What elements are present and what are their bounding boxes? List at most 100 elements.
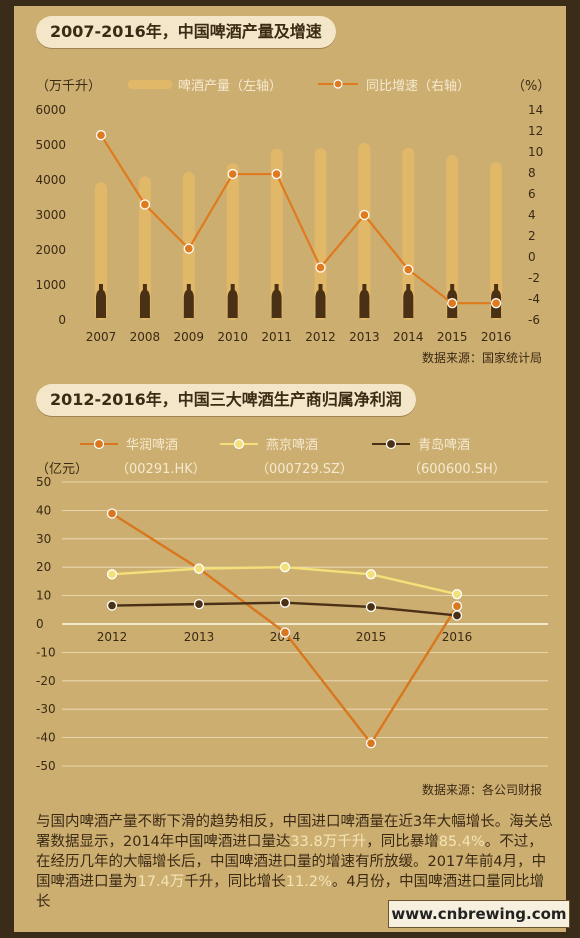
series-point: [451, 600, 463, 612]
series-point: [451, 589, 463, 600]
right-border: [566, 0, 580, 938]
x-tick-label: 2009: [174, 330, 205, 344]
left-axis-unit: （万千升）: [36, 79, 101, 94]
chart2-title: 2012-2016年，中国三大啤酒生产商归属净利润: [36, 384, 416, 416]
y-tick-label: -20: [36, 674, 56, 688]
x-tick-label: 2015: [356, 630, 387, 644]
x-tick-label: 2013: [184, 630, 215, 644]
y-axis-unit: （亿元）: [36, 462, 88, 477]
production-bar: [358, 142, 371, 320]
series-point: [365, 601, 377, 613]
y-tick-label: 10: [36, 589, 51, 603]
production-bar: [138, 176, 151, 320]
y-right-tick-label: -6: [528, 313, 540, 327]
y-right-tick-label: 8: [528, 166, 536, 180]
y-left-tick-label: 2000: [35, 243, 66, 257]
growth-point: [315, 262, 326, 273]
legend-series-marker: [233, 438, 245, 450]
chart1-title: 2007-2016年，中国啤酒产量及增速: [36, 16, 336, 48]
chart1-source: 数据来源：国家统计局: [422, 350, 542, 365]
series-point: [365, 569, 377, 580]
production-bar: [95, 182, 107, 320]
y-right-tick-label: 6: [528, 187, 536, 201]
y-right-tick-label: 14: [528, 103, 543, 117]
series-point: [106, 508, 118, 519]
x-tick-label: 2013: [349, 330, 380, 344]
growth-point: [447, 298, 458, 309]
right-axis-unit: （%）: [512, 79, 550, 94]
y-left-tick-label: 5000: [35, 138, 66, 152]
y-left-tick-label: 4000: [35, 173, 66, 187]
production-bar: [402, 147, 415, 320]
y-tick-label: 50: [36, 475, 51, 489]
series-point: [279, 627, 291, 638]
series-point: [279, 597, 291, 608]
x-tick-label: 2011: [261, 330, 292, 344]
production-chart: （万千升） （%） 啤酒产量（左轴） 同比增速（右轴） 0 1000 2000 3000 400…: [35, 79, 550, 365]
y-left-tick-label: 0: [58, 313, 66, 327]
y-tick-label: 40: [36, 503, 51, 517]
para-text-1: 与国内啤酒产量不断下滑的趋势相反，中国进口啤酒量在近3年大幅增长。海关总署数据显…: [36, 814, 553, 850]
legend-bar-swatch: [128, 80, 172, 89]
y-right-tick-label: 10: [528, 145, 543, 159]
x-tick-label: 2016: [481, 330, 512, 344]
beer-bottle-icon: [139, 284, 150, 318]
y-right-tick-label: 4: [528, 208, 536, 222]
beer-bottle-icon: [227, 284, 238, 318]
beer-bottle-icon: [315, 284, 326, 318]
production-bar: [226, 163, 239, 320]
legend-bar-label: 啤酒产量（左轴）: [178, 79, 282, 94]
production-bar: [490, 162, 503, 320]
growth-point: [490, 298, 502, 309]
y-tick-label: -10: [36, 645, 56, 659]
x-tick-label: 2016: [442, 630, 473, 644]
para-text-2: ，同比暴增: [366, 834, 439, 850]
legend-series-name: 燕京啤酒: [266, 438, 318, 453]
y-right-tick-label: 0: [528, 250, 536, 264]
beer-bottle-icon: [271, 284, 282, 318]
growth-point: [403, 264, 414, 275]
legend-series-code: （600600.SH）: [408, 462, 506, 477]
content-panel: [14, 6, 566, 932]
growth-point: [227, 168, 238, 180]
y-tick-label: 30: [36, 532, 51, 546]
growth-point: [359, 209, 370, 221]
x-tick-label: 2007: [86, 330, 117, 344]
legend-series-marker: [385, 438, 397, 450]
legend-series-marker: [93, 438, 105, 450]
y-right-tick-label: -2: [528, 271, 540, 285]
series-point: [279, 562, 291, 573]
y-tick-label: 0: [36, 617, 44, 631]
bottom-border: [0, 932, 580, 938]
y-right-tick-label: 2: [528, 229, 536, 243]
legend-series-code: （00291.HK）: [116, 462, 206, 477]
x-tick-label: 2012: [305, 330, 336, 344]
legend-series-name: 青岛啤酒: [418, 437, 470, 453]
para-highlight-1: 33.8万千升: [290, 834, 367, 850]
para-text-3: 。不过，在经历几年的大幅增长后，中国啤酒进口量的增速有所放缓。2017年前4月，…: [36, 834, 547, 890]
beer-bottle-icon: [96, 284, 106, 318]
growth-point: [139, 199, 151, 210]
source-watermark[interactable]: www.cnbrewing.com: [388, 900, 570, 928]
series-point: [193, 598, 205, 610]
legend-line-label: 同比增速（右轴）: [366, 79, 470, 94]
y-tick-label: 20: [36, 560, 51, 574]
growth-point: [95, 130, 107, 141]
para-highlight-2: 85.4%: [438, 834, 485, 850]
series-point: [106, 569, 118, 580]
chart2-source: 数据来源：各公司财报: [422, 782, 542, 797]
y-tick-label: -50: [36, 759, 56, 773]
para-text-5: 。4月份，中国啤酒进口量同比增长: [36, 874, 545, 910]
series-point: [106, 600, 118, 611]
y-left-tick-label: 6000: [35, 103, 66, 117]
y-right-tick-label: -4: [528, 292, 540, 306]
growth-line: [100, 134, 497, 305]
growth-point: [271, 168, 282, 180]
legend-series-code: （000729.SZ）: [256, 462, 353, 477]
legend-line-marker: [333, 79, 343, 89]
x-tick-label: 2008: [130, 330, 161, 344]
body-paragraph: 与国内啤酒产量不断下滑的趋势相反，中国进口啤酒量在近3年大幅增长。海关总署数据显…: [36, 812, 556, 912]
series-point: [365, 738, 377, 749]
production-bar: [446, 154, 459, 320]
para-text-4: 千升，同比增长: [184, 874, 286, 890]
